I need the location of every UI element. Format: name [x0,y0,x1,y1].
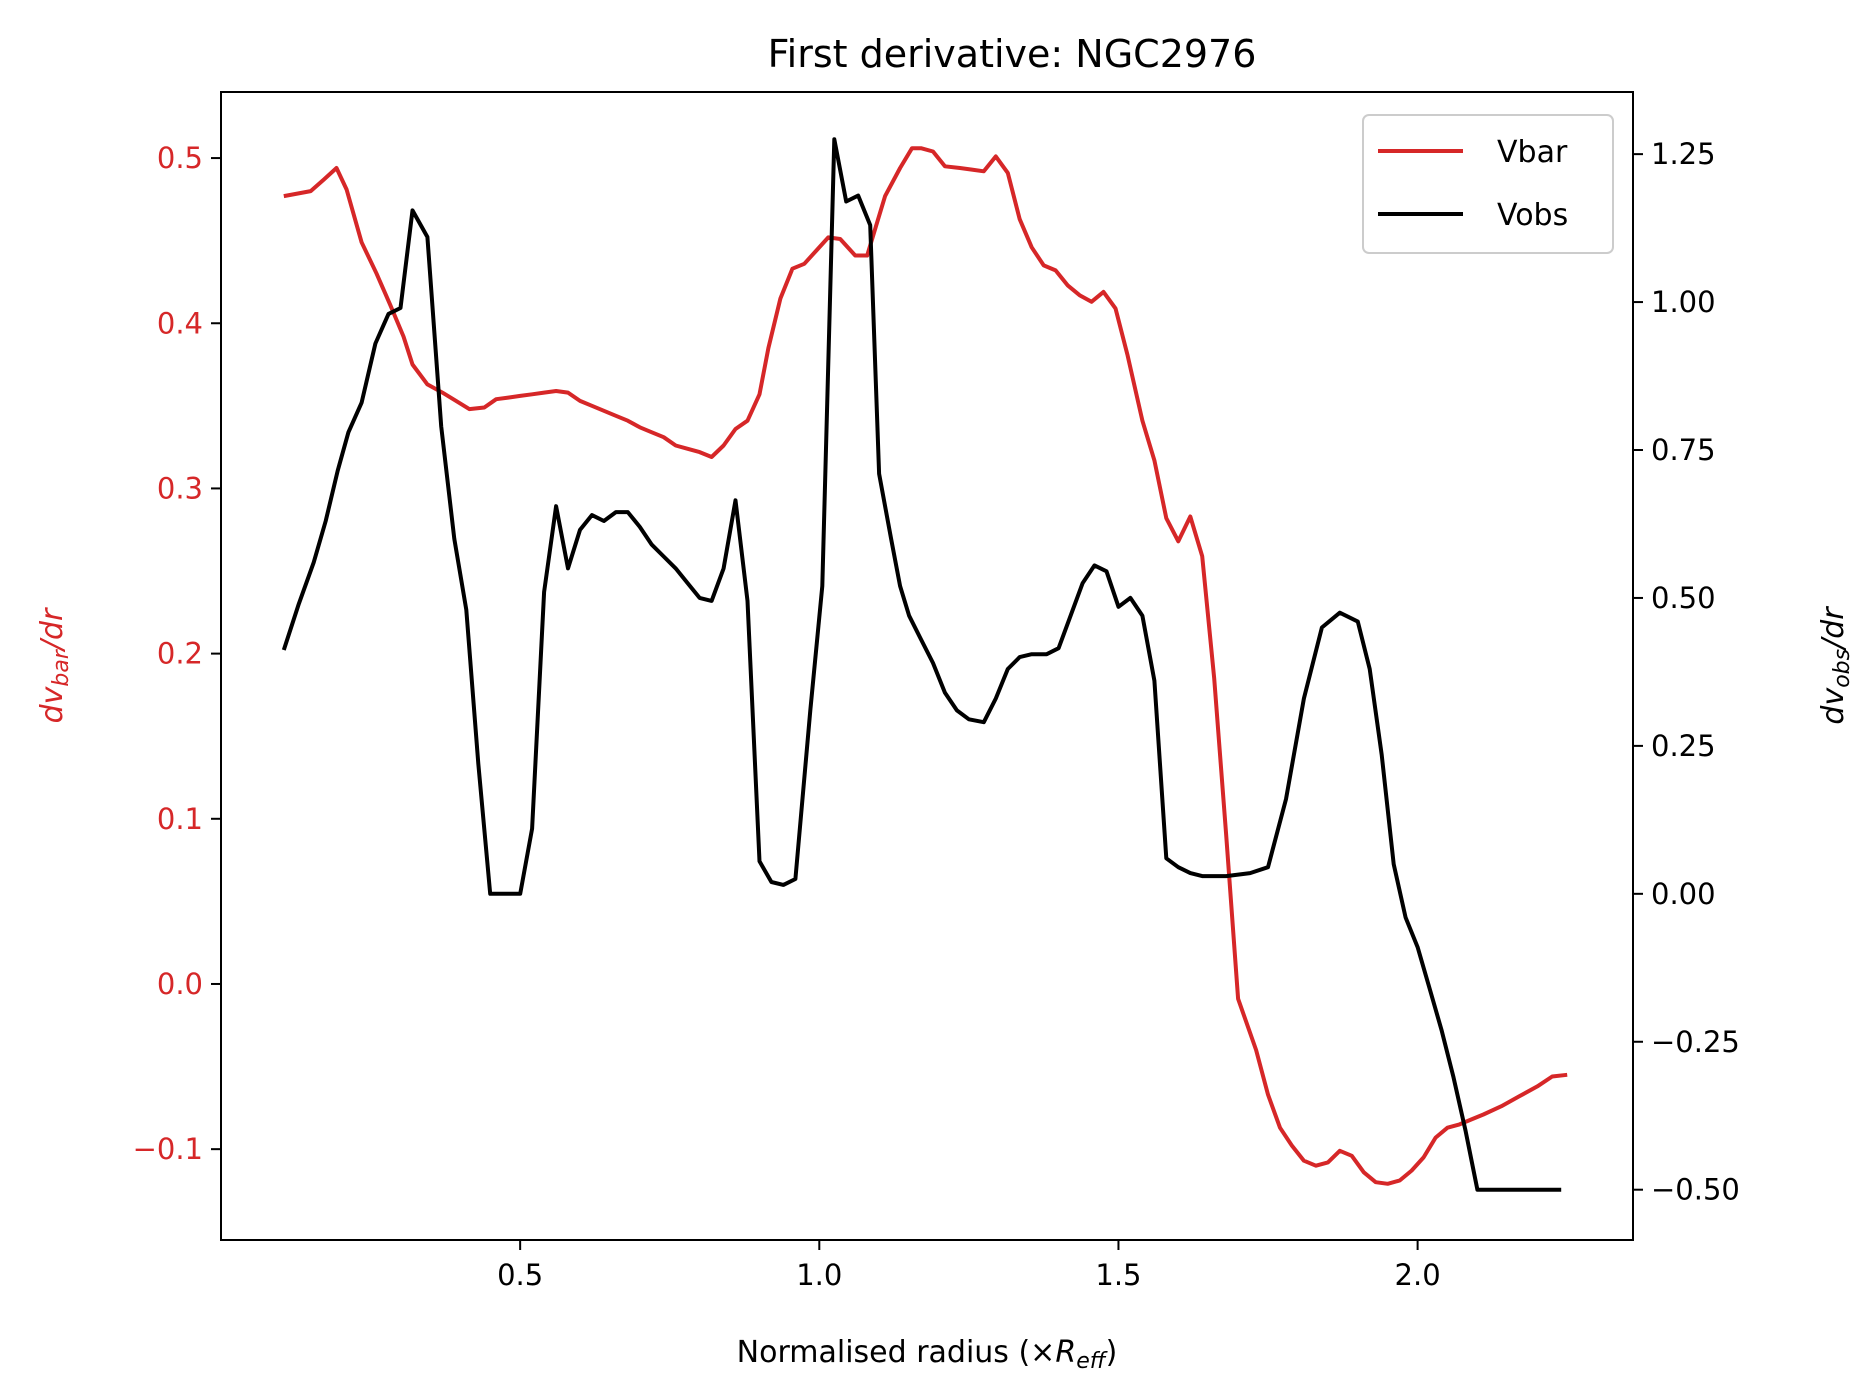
left-y-tick-label: 0.5 [157,141,203,175]
right-y-tick-label: −0.50 [1651,1173,1740,1207]
right-y-tick-label: −0.25 [1651,1025,1740,1059]
right-y-tick-label: 0.00 [1651,877,1716,911]
left-y-tick-label: 0.3 [157,471,203,505]
right-y-tick-label: 1.25 [1651,137,1716,171]
left-y-axis-ticks: −0.1 0.0 0.1 0.2 0.3 0.4 0.5 [133,141,221,1166]
left-y-tick-label: 0.0 [157,967,203,1001]
legend-box [1362,114,1614,254]
series-line-vobs [281,137,1562,1192]
right-y-tick-label: 0.75 [1651,433,1716,467]
left-y-tick-label: −0.1 [133,1132,203,1166]
x-axis-ticks: 0.5 1.0 1.5 2.0 [497,1240,1441,1292]
left-y-tick-label: 0.4 [157,306,203,340]
chart-title: First derivative: NGC2976 [768,32,1257,76]
right-y-tick-label: 0.25 [1651,729,1716,763]
legend-label-vobs: Vobs [1497,198,1568,233]
right-y-axis-label: dvobs/dr [1816,606,1855,725]
legend-label-vbar: Vbar [1497,135,1568,170]
x-tick-label: 2.0 [1395,1258,1441,1292]
right-y-tick-label: 0.50 [1651,581,1716,615]
x-axis-label: Normalised radius (×Reff) [737,1335,1118,1374]
series-layer [281,137,1568,1192]
series-line-vbar [283,146,1568,1186]
left-y-tick-label: 0.2 [157,637,203,671]
legend: Vbar Vobs [1362,114,1614,254]
x-tick-label: 0.5 [497,1258,543,1292]
left-y-axis-label: dvbar/dr [35,607,74,723]
left-y-tick-label: 0.1 [157,802,203,836]
right-y-axis-ticks: −0.50 −0.25 0.00 0.25 0.50 0.75 1.00 1.25 [1633,137,1740,1207]
right-y-tick-label: 1.00 [1651,285,1716,319]
x-tick-label: 1.5 [1095,1258,1141,1292]
plot-frame [220,91,1634,1241]
x-tick-label: 1.0 [796,1258,842,1292]
